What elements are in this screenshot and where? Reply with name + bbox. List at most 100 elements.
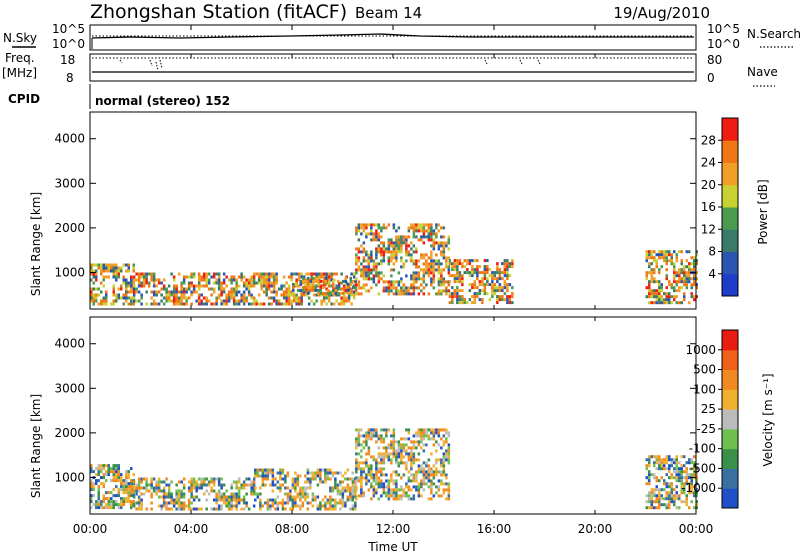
echo-cell xyxy=(301,486,305,490)
echo-cell xyxy=(385,250,388,254)
echo-cell xyxy=(235,492,238,496)
echo-cell xyxy=(167,495,171,499)
echo-cell xyxy=(297,272,301,276)
echo-cell xyxy=(420,440,423,444)
echo-cell xyxy=(175,287,178,291)
echo-cell xyxy=(217,278,221,282)
echo-cell xyxy=(259,486,262,490)
echo-cell xyxy=(324,276,327,280)
echo-cell xyxy=(653,488,656,492)
echo-cell xyxy=(437,479,441,483)
echo-cell xyxy=(266,474,270,478)
echo-cell xyxy=(311,477,315,481)
echo-cell xyxy=(350,293,353,297)
echo-cell xyxy=(410,440,413,444)
echo-cell xyxy=(440,280,443,284)
echo-cell xyxy=(285,302,288,306)
echo-cell xyxy=(466,301,469,305)
echo-cell xyxy=(405,244,408,248)
echo-cell xyxy=(488,274,492,278)
echo-cell xyxy=(227,299,231,303)
echo-cell xyxy=(407,292,411,296)
echo-cell xyxy=(463,271,467,275)
echo-cell xyxy=(207,492,211,496)
echo-cell xyxy=(115,263,118,267)
echo-cell xyxy=(442,470,446,474)
echo-cell xyxy=(377,244,381,248)
echo-cell xyxy=(422,226,426,230)
colorbar-swatch xyxy=(722,118,738,141)
echo-cell xyxy=(264,471,267,475)
echo-cell xyxy=(432,229,436,233)
echo-cell xyxy=(100,290,103,294)
echo-cell xyxy=(437,262,441,266)
echo-cell xyxy=(437,283,441,287)
echo-cell xyxy=(339,471,342,475)
echo-cell xyxy=(506,259,509,263)
echo-cell xyxy=(222,483,226,487)
echo-cell xyxy=(177,480,181,484)
echo-cell xyxy=(92,296,95,300)
echo-cell xyxy=(232,299,236,303)
echo-cell xyxy=(296,492,300,496)
colorbar-swatch xyxy=(722,428,738,450)
echo-cell xyxy=(645,295,648,299)
echo-cell xyxy=(387,259,391,263)
echo-cell xyxy=(648,256,651,260)
echo-cell xyxy=(217,293,221,297)
echo-cell xyxy=(190,480,193,484)
echo-cell xyxy=(432,476,436,480)
echo-cell xyxy=(294,477,297,481)
echo-cell xyxy=(187,296,191,300)
echo-cell xyxy=(508,283,512,287)
echo-cell xyxy=(291,507,295,511)
echo-cell xyxy=(107,497,110,501)
echo-cell xyxy=(693,298,696,302)
echo-cell xyxy=(267,302,271,306)
echo-cell xyxy=(282,290,286,294)
echo-cell xyxy=(302,290,306,294)
echo-cell xyxy=(650,277,653,281)
echo-cell xyxy=(235,507,238,511)
echo-cell xyxy=(190,507,193,511)
echo-cell xyxy=(112,503,115,507)
echo-cell xyxy=(197,281,201,285)
echo-cell xyxy=(125,473,128,477)
echo-cell xyxy=(685,274,688,278)
echo-cell xyxy=(142,281,146,285)
echo-cell xyxy=(180,296,183,300)
echo-cell xyxy=(417,452,421,456)
echo-cell xyxy=(690,286,693,290)
velocity-echo-layer xyxy=(90,428,698,511)
echo-cell xyxy=(458,262,462,266)
echo-cell xyxy=(117,506,120,510)
echo-cell xyxy=(122,497,125,501)
echo-cell xyxy=(327,288,330,292)
echo-cell xyxy=(130,275,133,279)
echo-cell xyxy=(380,473,383,477)
echo-cell xyxy=(217,480,221,484)
echo-cell xyxy=(648,464,651,468)
echo-cell xyxy=(690,458,693,462)
echo-cell xyxy=(372,235,376,239)
echo-cell xyxy=(425,473,428,477)
echo-cell xyxy=(355,485,358,489)
echo-cell xyxy=(250,489,253,493)
echo-cell xyxy=(357,434,361,438)
echo-cell xyxy=(498,277,502,281)
echo-cell xyxy=(112,500,115,504)
echo-cell xyxy=(437,265,441,269)
echo-cell xyxy=(456,280,459,284)
echo-cell xyxy=(402,488,406,492)
colorbar-swatch xyxy=(722,448,738,469)
echo-cell xyxy=(382,437,386,441)
echo-cell xyxy=(685,277,688,281)
echo-cell xyxy=(412,283,416,287)
echo-cell xyxy=(412,479,416,483)
echo-cell xyxy=(285,293,288,297)
echo-cell xyxy=(410,479,413,483)
echo-cell xyxy=(466,259,469,263)
echo-cell xyxy=(155,293,158,297)
echo-cell xyxy=(172,278,176,282)
echo-cell xyxy=(412,292,416,296)
